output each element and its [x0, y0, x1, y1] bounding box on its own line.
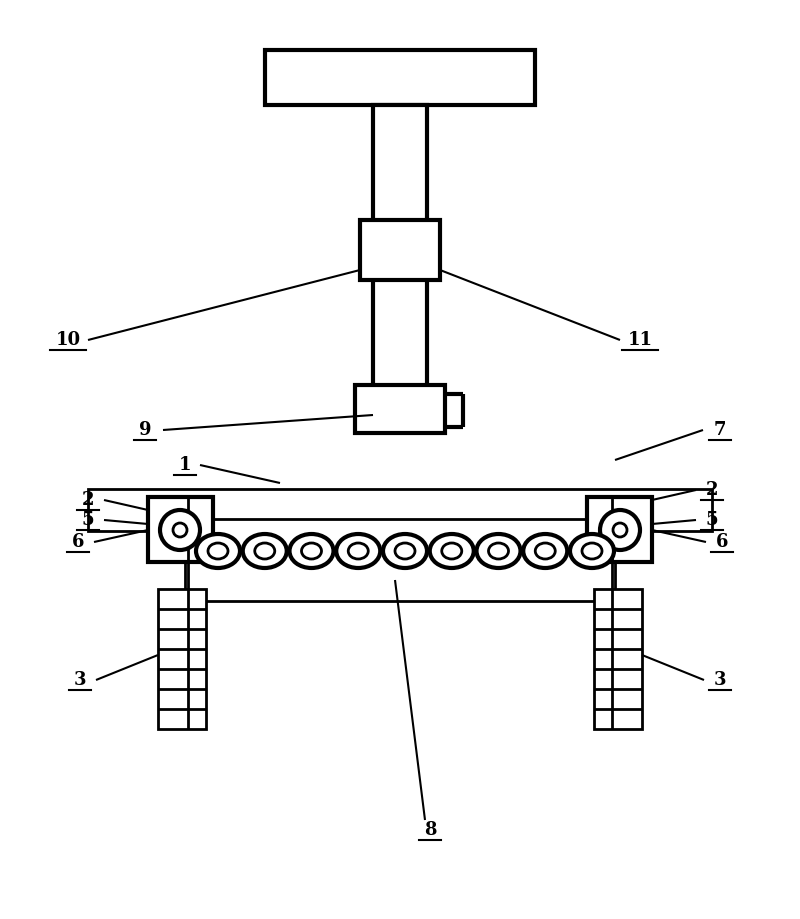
Text: 1: 1: [178, 456, 191, 474]
Ellipse shape: [348, 543, 368, 559]
Ellipse shape: [535, 543, 555, 559]
Ellipse shape: [254, 543, 274, 559]
Ellipse shape: [196, 534, 240, 568]
Circle shape: [160, 510, 200, 550]
Text: 5: 5: [706, 511, 718, 529]
Text: 2: 2: [706, 481, 718, 499]
Ellipse shape: [442, 543, 462, 559]
Ellipse shape: [523, 534, 567, 568]
Ellipse shape: [477, 534, 521, 568]
Ellipse shape: [582, 543, 602, 559]
Circle shape: [173, 523, 187, 537]
Ellipse shape: [395, 543, 415, 559]
Bar: [158, 589, 206, 729]
Ellipse shape: [290, 534, 334, 568]
Bar: [373, 105, 427, 430]
Bar: [587, 497, 652, 562]
Bar: [594, 589, 642, 729]
Bar: [185, 519, 615, 601]
Text: 10: 10: [55, 331, 81, 349]
Text: 7: 7: [714, 421, 726, 439]
Text: 11: 11: [627, 331, 653, 349]
Text: 3: 3: [714, 671, 726, 689]
Text: 9: 9: [138, 421, 151, 439]
Text: 8: 8: [424, 821, 436, 839]
Bar: [265, 50, 535, 105]
Text: 5: 5: [82, 511, 94, 529]
Bar: [148, 497, 213, 562]
Ellipse shape: [489, 543, 509, 559]
Bar: [360, 220, 440, 280]
Circle shape: [600, 510, 640, 550]
Text: 2: 2: [82, 491, 94, 509]
Text: 6: 6: [716, 533, 728, 551]
Ellipse shape: [383, 534, 427, 568]
Bar: [88, 489, 712, 531]
Circle shape: [613, 523, 627, 537]
Bar: [355, 385, 445, 433]
Ellipse shape: [242, 534, 286, 568]
Text: 6: 6: [72, 533, 84, 551]
Text: 3: 3: [74, 671, 86, 689]
Ellipse shape: [570, 534, 614, 568]
Ellipse shape: [208, 543, 228, 559]
Ellipse shape: [430, 534, 474, 568]
Ellipse shape: [336, 534, 380, 568]
Ellipse shape: [302, 543, 322, 559]
